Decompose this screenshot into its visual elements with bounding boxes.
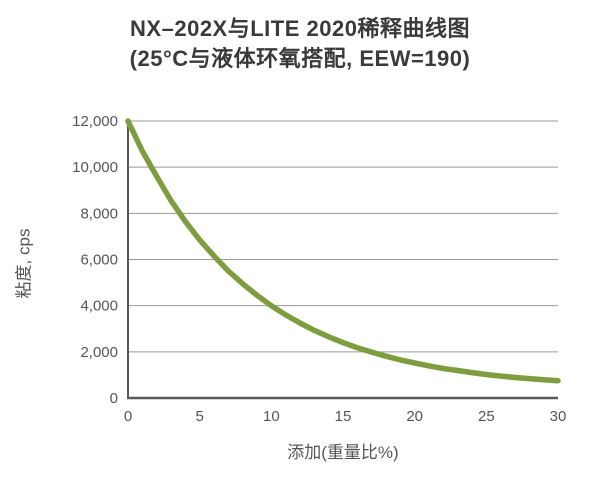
x-tick-label: 25 — [478, 408, 495, 425]
y-tick-label: 8,000 — [80, 205, 118, 222]
y-tick-label: 6,000 — [80, 252, 118, 269]
x-tick-label: 30 — [550, 408, 567, 425]
y-tick-label: 2,000 — [80, 344, 118, 361]
chart-title: NX–202X与LITE 2020稀释曲线图 (25°C与液体环氧搭配, EEW… — [0, 14, 600, 74]
dilution-curve-line — [125, 118, 561, 384]
y-tick-label: 12,000 — [72, 113, 118, 130]
y-tick-label: 0 — [110, 390, 118, 407]
y-axis-title: 粘度, cps — [14, 228, 34, 299]
x-axis-title: 添加(重量比%) — [287, 443, 399, 462]
x-tick-label: 15 — [335, 408, 352, 425]
chart-title-line2: (25°C与液体环氧搭配, EEW=190) — [129, 46, 471, 71]
x-tick-label: 0 — [124, 408, 132, 425]
x-tick-label: 5 — [195, 408, 203, 425]
x-tick-label: 10 — [263, 408, 280, 425]
chart-title-line1: NX–202X与LITE 2020稀释曲线图 — [130, 16, 470, 41]
y-tick-label: 4,000 — [80, 298, 118, 315]
x-tick-label: 20 — [406, 408, 423, 425]
y-tick-label: 10,000 — [72, 159, 118, 176]
